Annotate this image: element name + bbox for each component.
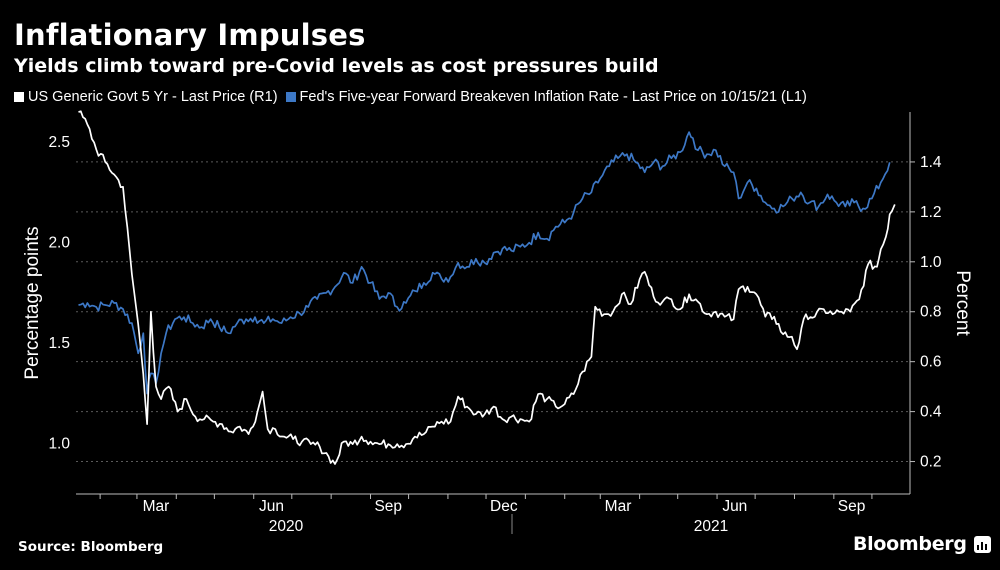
right-tick-label: 0.6 bbox=[920, 354, 942, 371]
right-axis-title: Percent bbox=[952, 270, 973, 336]
right-axis-ticks: 0.2 0.4 0.6 0.8 1.0 1.2 1.4 bbox=[910, 154, 942, 471]
x-tick-label: Mar bbox=[143, 498, 170, 515]
right-tick-label: 1.0 bbox=[920, 254, 942, 271]
chart-subtitle: Yields climb toward pre-Covid levels as … bbox=[14, 55, 659, 77]
left-axis-ticks: 1.0 1.5 2.0 2.5 bbox=[48, 134, 70, 453]
legend-label-yield: US Generic Govt 5 Yr - Last Price (R1) bbox=[28, 89, 278, 105]
legend: US Generic Govt 5 Yr - Last Price (R1) F… bbox=[14, 89, 815, 105]
x-tick-label: Mar bbox=[605, 498, 632, 515]
series-lines bbox=[78, 110, 896, 465]
right-tick-label: 0.4 bbox=[920, 404, 942, 421]
brand-name: Bloomberg bbox=[853, 533, 967, 555]
left-tick-label: 1.0 bbox=[48, 436, 70, 453]
left-axis-title: Percentage points bbox=[22, 226, 43, 379]
x-tick-label: Jun bbox=[722, 498, 747, 515]
right-tick-label: 1.2 bbox=[920, 204, 942, 221]
chart-title: Inflationary Impulses bbox=[14, 18, 366, 52]
x-tick-label: Sep bbox=[374, 498, 402, 515]
x-tick-label: Jun bbox=[259, 498, 284, 515]
legend-item-breakeven: Fed's Five-year Forward Breakeven Inflat… bbox=[285, 89, 807, 105]
x-tick-label: Sep bbox=[838, 498, 866, 515]
legend-label-breakeven: Fed's Five-year Forward Breakeven Inflat… bbox=[299, 89, 807, 105]
x-tick-label: Dec bbox=[490, 498, 518, 515]
yield-series-line bbox=[78, 110, 896, 465]
year-label-2020: 2020 bbox=[269, 518, 304, 535]
left-tick-label: 2.0 bbox=[48, 235, 70, 252]
bloomberg-logo: Bloomberg bbox=[853, 533, 991, 555]
x-axis-ticks: Mar Jun Sep Dec Mar Jun Sep bbox=[99, 494, 873, 515]
left-tick-label: 2.5 bbox=[48, 134, 70, 151]
year-label-2021: 2021 bbox=[694, 518, 728, 535]
right-tick-label: 1.4 bbox=[920, 154, 942, 171]
grid-lines bbox=[76, 161, 910, 463]
legend-swatch-yield bbox=[14, 92, 24, 102]
left-tick-label: 1.5 bbox=[48, 335, 70, 352]
right-tick-label: 0.8 bbox=[920, 304, 942, 321]
breakeven-series-line bbox=[78, 131, 891, 395]
source-note: Source: Bloomberg bbox=[18, 539, 164, 555]
legend-swatch-breakeven bbox=[285, 92, 296, 102]
legend-item-yield: US Generic Govt 5 Yr - Last Price (R1) bbox=[14, 89, 278, 105]
bloomberg-badge-icon bbox=[973, 535, 991, 553]
right-tick-label: 0.2 bbox=[920, 454, 942, 471]
axes bbox=[76, 112, 911, 534]
